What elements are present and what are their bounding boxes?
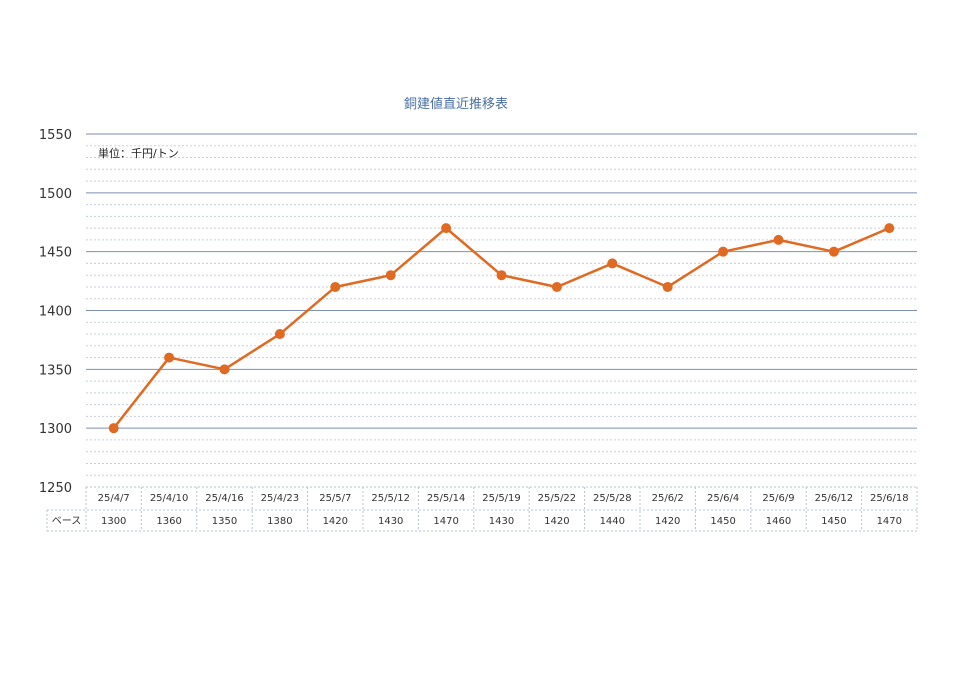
x-tick-label: 25/5/14 [427,493,466,504]
series-name: ベース [52,515,82,527]
data-point [662,281,673,292]
x-tick-label: 25/4/7 [98,493,130,504]
data-point [385,270,396,281]
x-tick-label: 25/4/16 [205,493,244,504]
data-point [274,329,285,340]
x-tick-label: 25/6/4 [707,493,739,504]
data-label: 1420 [655,516,680,527]
x-tick-label: 25/5/28 [593,493,632,504]
y-tick-label: 1550 [39,128,72,143]
x-tick-label: 25/5/7 [319,493,351,504]
x-tick-label: 25/5/12 [371,493,410,504]
x-tick-label: 25/4/23 [261,493,300,504]
data-point [884,223,895,234]
y-tick-label: 1300 [39,422,72,437]
x-tick-label: 25/6/18 [870,493,909,504]
x-tick-label: 25/5/19 [482,493,521,504]
data-label: 1420 [544,516,569,527]
data-table: 25/4/7 25/4/10 25/4/16 25/4/23 25/5/7 25/5/12… [46,486,918,532]
data-point [330,281,341,292]
data-point [441,223,452,234]
x-tick-label: 25/6/12 [815,493,854,504]
data-label: 1430 [489,516,514,527]
data-label: 1350 [212,516,237,527]
series-line [112,226,890,429]
data-label: 1450 [821,516,846,527]
data-point [219,364,230,375]
data-point [108,423,119,434]
grid [86,133,917,476]
data-point [718,246,729,257]
data-point [773,234,784,245]
y-axis: 1250 1300 1350 1400 1450 1500 1550 [39,128,72,496]
x-tick-label: 25/4/10 [150,493,189,504]
data-point [551,281,562,292]
y-tick-label: 1500 [39,187,72,202]
data-point [607,258,618,269]
data-label: 1420 [323,516,348,527]
data-point [828,246,839,257]
data-label: 1430 [378,516,403,527]
data-point [496,270,507,281]
y-tick-label: 1400 [39,305,72,320]
data-label: 1440 [600,516,625,527]
unit-label: 単位：千円/トン [98,146,179,160]
data-label: 1380 [267,516,292,527]
x-tick-label: 25/5/22 [538,493,577,504]
data-label: 1470 [877,516,902,527]
x-tick-label: 25/6/2 [652,493,684,504]
y-tick-label: 1250 [39,481,72,496]
data-label: 1300 [101,516,126,527]
data-label: 1460 [766,516,791,527]
y-tick-label: 1350 [39,363,72,378]
data-label: 1470 [433,516,458,527]
data-label: 1360 [156,516,181,527]
data-point [164,352,175,363]
y-tick-label: 1450 [39,246,72,261]
data-label: 1450 [710,516,735,527]
chart-title: 銅建値直近推移表 [404,96,508,112]
x-tick-label: 25/6/9 [762,493,794,504]
series [108,223,895,434]
